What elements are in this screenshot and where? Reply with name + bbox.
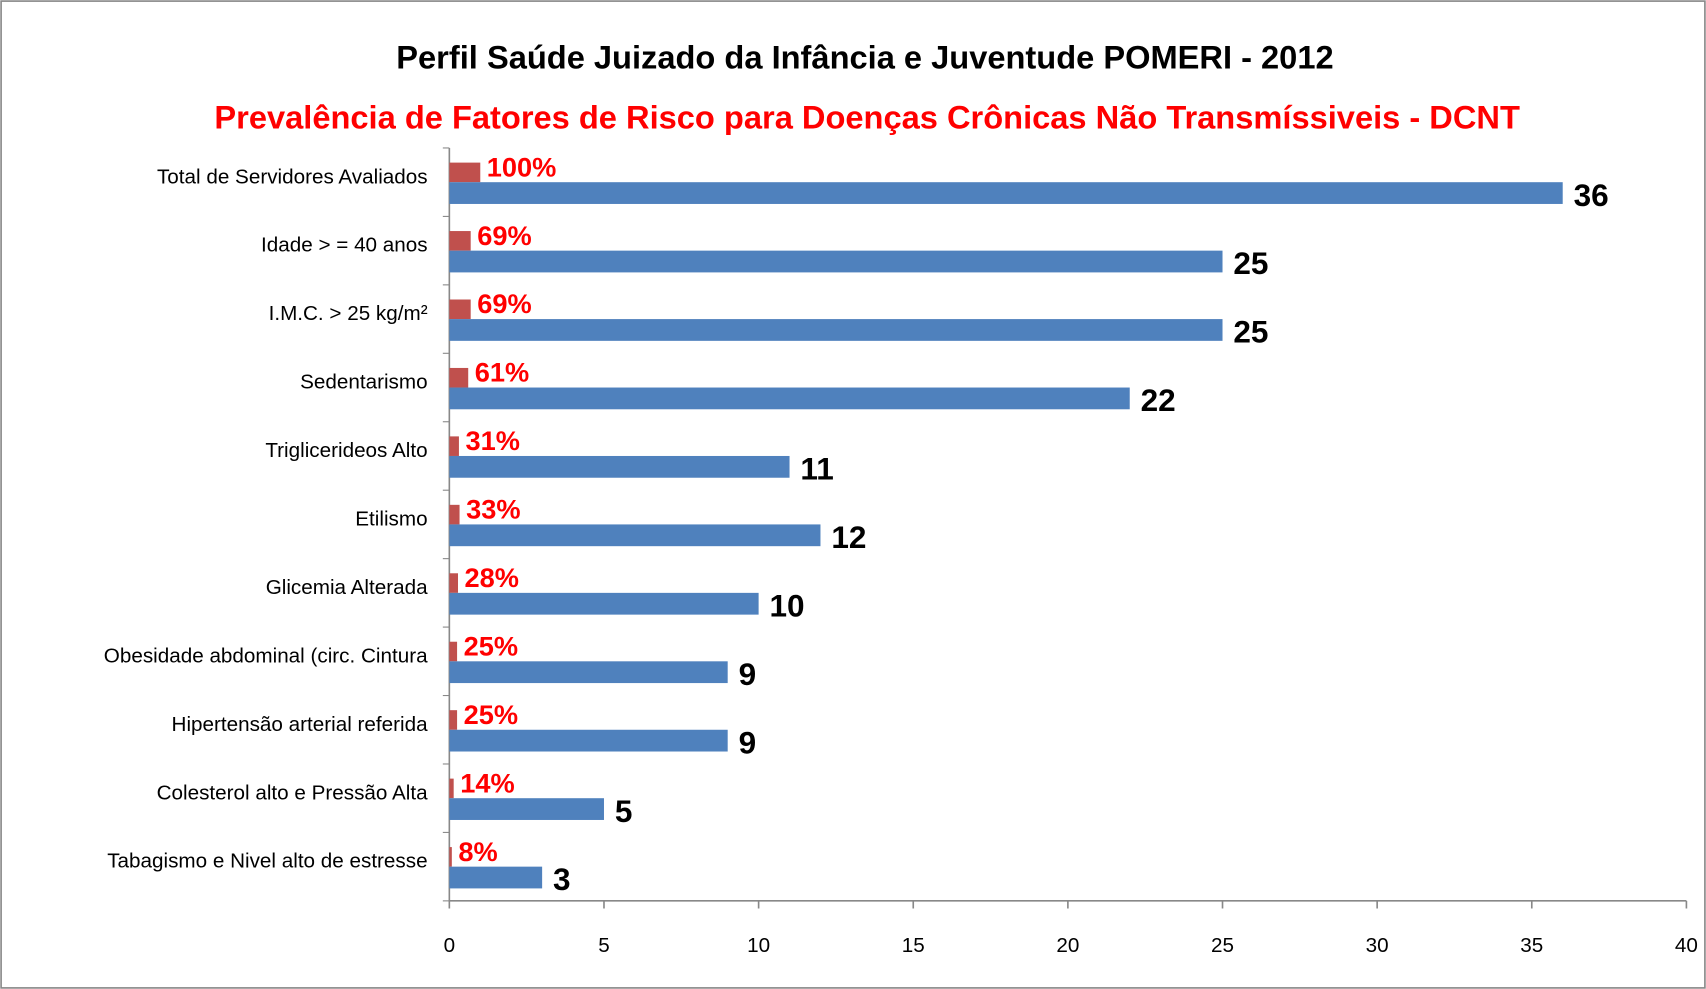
value-label: 25%: [464, 699, 518, 730]
x-tick-label: 40: [1675, 934, 1698, 957]
value-label: 9: [739, 724, 757, 760]
value-label: 14%: [460, 767, 514, 798]
value-label: 5: [615, 793, 633, 829]
bar: [449, 661, 728, 684]
category-label: Total de Servidores Avaliados: [157, 165, 428, 188]
value-label: 61%: [475, 357, 529, 388]
bar: [449, 866, 543, 889]
category-label: Hipertensão arterial referida: [172, 713, 429, 736]
x-tick-label: 10: [747, 934, 770, 957]
value-label: 36: [1574, 177, 1609, 213]
bar: [449, 798, 604, 820]
value-label: 33%: [466, 494, 520, 525]
value-label: 31%: [465, 425, 519, 456]
bar: [449, 250, 1223, 273]
value-label: 10: [769, 587, 804, 623]
value-label: 69%: [477, 220, 531, 251]
category-label: Sedentarismo: [300, 371, 427, 394]
value-label: 8%: [458, 836, 497, 867]
x-tick-label: 30: [1366, 934, 1389, 957]
bar: [449, 436, 459, 456]
category-label: Tabagismo e Nivel alto de estresse: [107, 850, 427, 873]
x-tick-label: 25: [1211, 934, 1234, 957]
bar: [449, 319, 1223, 341]
chart-title: Perfil Saúde Juizado da Infância e Juven…: [396, 38, 1333, 75]
bar: [449, 729, 728, 752]
value-label: 25: [1233, 245, 1268, 281]
category-label: Glicemia Alterada: [266, 576, 428, 599]
category-label: I.M.C. > 25 kg/m²: [269, 302, 428, 325]
category-label: Idade > = 40 anos: [261, 234, 428, 257]
x-tick-label: 0: [444, 934, 456, 957]
bar: [449, 162, 481, 183]
value-label: 28%: [465, 562, 519, 593]
value-label: 12: [831, 519, 866, 555]
bar: [449, 387, 1130, 410]
bar: [449, 299, 471, 320]
value-label: 3: [553, 861, 571, 897]
category-label: Etilismo: [355, 508, 427, 531]
bar: [449, 778, 454, 799]
category-label: Colesterol alto e Pressão Alta: [157, 781, 428, 804]
x-tick-label: 5: [598, 934, 610, 957]
x-tick-label: 15: [902, 934, 925, 957]
value-label: 22: [1141, 382, 1176, 418]
x-tick-label: 20: [1056, 934, 1079, 957]
bar: [449, 182, 1563, 204]
bar: [449, 710, 458, 730]
value-label: 25%: [464, 630, 518, 661]
bar: [449, 847, 452, 867]
bar: [449, 455, 790, 478]
bar: [449, 367, 469, 388]
category-label: Triglicerideos Alto: [265, 439, 427, 462]
bar: [449, 573, 459, 593]
bar: [449, 231, 471, 251]
x-tick-label: 35: [1520, 934, 1543, 957]
value-label: 69%: [477, 288, 531, 319]
value-label: 11: [800, 451, 833, 487]
value-label: 9: [739, 656, 757, 692]
bar: [449, 592, 759, 615]
bar: [449, 524, 821, 547]
category-label: Obesidade abdominal (circ. Cintura: [104, 644, 428, 667]
bar: [449, 504, 460, 525]
bar: [449, 641, 458, 662]
chart-subtitle: Prevalência de Fatores de Risco para Doe…: [214, 98, 1520, 135]
value-label: 100%: [487, 151, 557, 182]
value-label: 25: [1233, 314, 1268, 350]
